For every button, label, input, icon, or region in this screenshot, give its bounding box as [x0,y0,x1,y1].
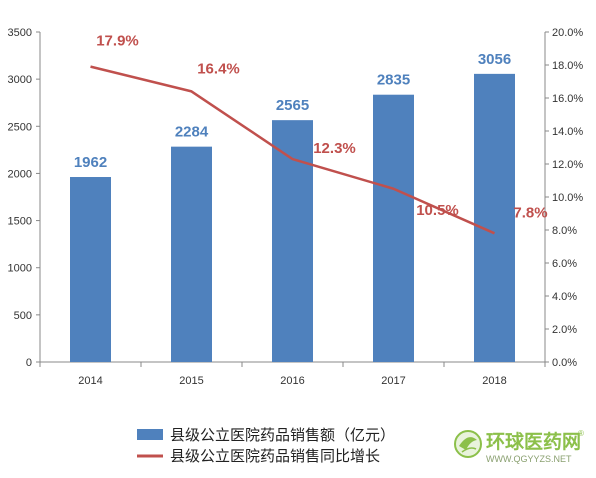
left-axis-tick-label: 3500 [8,27,32,39]
left-axis-tick-label: 0 [26,357,32,369]
right-axis-tick-label: 10.0% [552,192,583,204]
right-axis-tick-label: 16.0% [552,93,583,105]
legend-label-bar: 县级公立医院药品销售额（亿元） [170,426,395,444]
left-axis-tick-label: 3000 [8,74,32,86]
bar [474,73,515,362]
right-axis: 0.0% 2.0% 4.0% 6.0% 8.0% 10.0% 12.0% 14.0% 16.0%… [544,27,583,369]
left-axis-tick-label: 1000 [8,263,32,275]
x-axis-tick-label: 2015 [179,375,203,387]
bar [70,177,111,362]
x-axis-tick-label: 2016 [280,375,304,387]
bar [171,146,212,362]
left-axis-tick-label: 2500 [8,121,32,133]
left-axis-tick-label: 1500 [8,216,32,228]
right-axis-tick-label: 0.0% [552,357,577,369]
bar-value-label: 2835 [377,72,410,89]
x-axis-tick-label: 2014 [78,375,102,387]
bar-series [70,73,515,363]
right-axis-tick-label: 12.0% [552,159,583,171]
x-axis: 2014 2015 2016 2017 2018 [39,361,546,387]
right-axis-tick-label: 18.0% [552,60,583,72]
left-axis: 0 500 1000 1500 2000 2500 3000 3500 [8,27,41,369]
left-axis-tick-label: 500 [14,310,32,322]
right-axis-tick-label: 20.0% [552,27,583,39]
line-value-label: 16.4% [197,60,240,77]
line-series [90,65,496,235]
right-axis-tick-label: 2.0% [552,324,577,336]
line-value-label: 12.3% [313,140,356,157]
watermark-text: 环球医药网 [486,430,581,453]
legend-swatch-bar [137,429,163,440]
bar [373,94,414,362]
left-axis-tick-label: 2000 [8,168,32,180]
right-axis-tick-label: 14.0% [552,126,583,138]
bar-value-label: 1962 [74,154,107,171]
x-axis-tick-label: 2017 [381,375,405,387]
right-axis-tick-label: 4.0% [552,291,577,303]
bar-value-label: 3056 [478,51,511,68]
legend: 县级公立医院药品销售额（亿元） 县级公立医院药品销售同比增长 [137,426,395,465]
legend-label-line: 县级公立医院药品销售同比增长 [170,447,380,465]
right-axis-tick-label: 6.0% [552,258,577,270]
right-axis-tick-label: 8.0% [552,225,577,237]
watermark-logo-icon [454,430,482,458]
watermark-registered-mark: ® [578,429,584,438]
line-value-label: 10.5% [416,202,459,219]
line-value-label: 7.8% [513,204,547,221]
bar [272,120,313,363]
bar-value-label: 2284 [175,124,209,141]
watermark-url: WWW.QGYYZS.NET [486,454,572,464]
bar-labels: 1962 2284 2565 2835 3056 [74,51,511,171]
x-axis-tick-label: 2018 [482,375,506,387]
bar-value-label: 2565 [276,97,309,114]
line-labels: 17.9% 16.4% 12.3% 10.5% 7.8% [96,33,547,222]
line-value-label: 17.9% [96,33,139,50]
line-path [90,65,496,235]
watermark: 环球医药网 ® WWW.QGYYZS.NET [454,429,584,464]
